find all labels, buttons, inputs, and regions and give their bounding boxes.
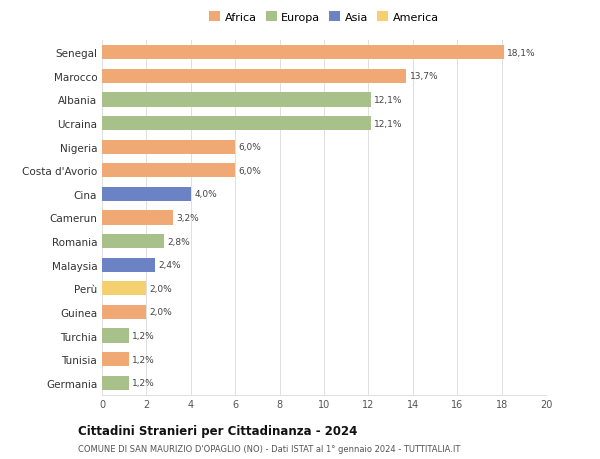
Text: 2,4%: 2,4% bbox=[158, 261, 181, 269]
Bar bbox=[102, 211, 173, 225]
Text: 2,8%: 2,8% bbox=[167, 237, 190, 246]
Text: 1,2%: 1,2% bbox=[132, 331, 155, 340]
Text: COMUNE DI SAN MAURIZIO D'OPAGLIO (NO) - Dati ISTAT al 1° gennaio 2024 - TUTTITAL: COMUNE DI SAN MAURIZIO D'OPAGLIO (NO) - … bbox=[78, 444, 460, 453]
Text: 1,2%: 1,2% bbox=[132, 379, 155, 387]
Bar bbox=[102, 117, 371, 131]
Bar bbox=[102, 46, 504, 60]
Bar bbox=[102, 353, 128, 366]
Bar bbox=[102, 164, 235, 178]
Text: 13,7%: 13,7% bbox=[409, 72, 438, 81]
Bar bbox=[102, 282, 146, 296]
Text: 6,0%: 6,0% bbox=[239, 167, 262, 175]
Bar bbox=[102, 140, 235, 154]
Legend: Africa, Europa, Asia, America: Africa, Europa, Asia, America bbox=[205, 8, 443, 28]
Bar bbox=[102, 258, 155, 272]
Bar bbox=[102, 93, 371, 107]
Bar bbox=[102, 305, 146, 319]
Text: 4,0%: 4,0% bbox=[194, 190, 217, 199]
Bar bbox=[102, 70, 406, 84]
Bar bbox=[102, 235, 164, 249]
Text: 18,1%: 18,1% bbox=[507, 49, 536, 57]
Text: 12,1%: 12,1% bbox=[374, 119, 403, 128]
Text: Cittadini Stranieri per Cittadinanza - 2024: Cittadini Stranieri per Cittadinanza - 2… bbox=[78, 425, 358, 437]
Text: 6,0%: 6,0% bbox=[239, 143, 262, 152]
Text: 1,2%: 1,2% bbox=[132, 355, 155, 364]
Text: 3,2%: 3,2% bbox=[176, 213, 199, 223]
Bar bbox=[102, 376, 128, 390]
Text: 2,0%: 2,0% bbox=[150, 284, 172, 293]
Text: 2,0%: 2,0% bbox=[150, 308, 172, 317]
Bar bbox=[102, 187, 191, 202]
Bar bbox=[102, 329, 128, 343]
Text: 12,1%: 12,1% bbox=[374, 96, 403, 105]
